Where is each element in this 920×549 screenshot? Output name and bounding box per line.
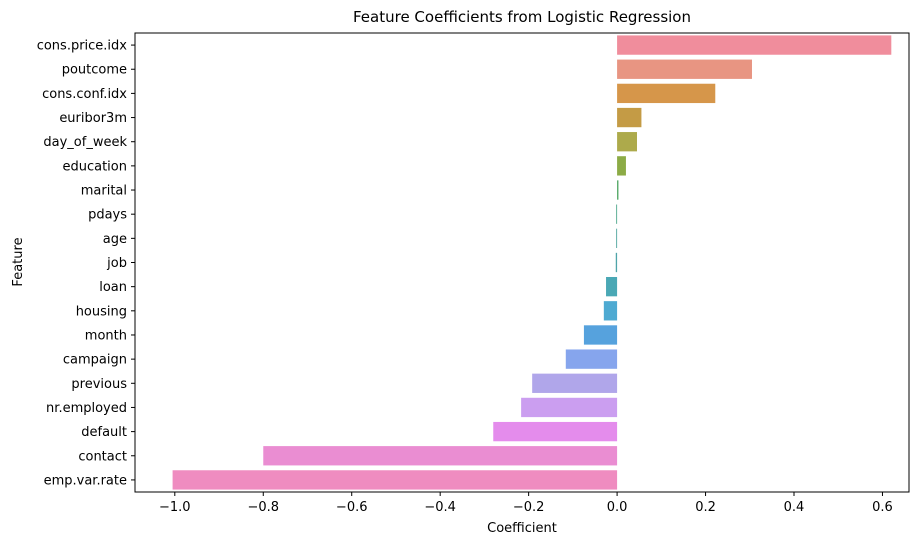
y-tick-label: campaign bbox=[63, 353, 127, 368]
bar-cons.price.idx bbox=[617, 35, 892, 55]
y-tick-label: education bbox=[62, 159, 127, 174]
x-tick-label: 0.6 bbox=[872, 500, 893, 515]
bar-previous bbox=[532, 373, 618, 393]
bar-housing bbox=[603, 301, 618, 321]
bar-month bbox=[583, 325, 618, 345]
bar-pdays bbox=[616, 204, 618, 224]
y-tick-label: previous bbox=[71, 377, 127, 392]
chart-title: Feature Coefficients from Logistic Regre… bbox=[353, 8, 691, 26]
bar-education bbox=[617, 156, 626, 176]
y-tick-group: cons.price.idx poutcome cons.conf.idx eurib… bbox=[37, 39, 135, 488]
y-tick-label: cons.conf.idx bbox=[42, 87, 127, 102]
y-tick-label: cons.price.idx bbox=[37, 39, 128, 54]
bar-default bbox=[493, 421, 618, 442]
bar-contact bbox=[263, 446, 618, 466]
x-tick-group: −1.0 −0.8 −0.6 −0.4 −0.2 0.0 0.2 0.4 0.6 bbox=[159, 492, 893, 515]
y-tick-label: default bbox=[81, 425, 127, 440]
bar-loan bbox=[606, 276, 618, 297]
y-tick-label: marital bbox=[81, 184, 127, 199]
y-tick-label: pdays bbox=[88, 208, 127, 223]
y-tick-label: month bbox=[85, 328, 127, 343]
y-tick-label: housing bbox=[76, 304, 127, 319]
bar-nr.employed bbox=[521, 397, 618, 418]
x-tick-label: −0.2 bbox=[513, 500, 545, 515]
x-tick-label: −1.0 bbox=[159, 500, 191, 515]
bar-job bbox=[615, 252, 618, 273]
y-tick-label: contact bbox=[78, 449, 127, 464]
bar-campaign bbox=[565, 349, 618, 369]
bars-group bbox=[172, 35, 892, 490]
y-tick-label: job bbox=[106, 256, 127, 271]
bar-cons.conf.idx bbox=[617, 83, 716, 104]
x-tick-label: 0.4 bbox=[784, 500, 805, 515]
x-axis-label: Coefficient bbox=[487, 521, 557, 536]
plot-frame bbox=[134, 32, 910, 493]
bar-poutcome bbox=[617, 59, 752, 79]
x-tick-label: 0.0 bbox=[607, 500, 628, 515]
x-tick-label: −0.4 bbox=[424, 500, 456, 515]
x-tick-label: −0.6 bbox=[336, 500, 368, 515]
y-tick-label: age bbox=[103, 232, 127, 247]
y-tick-label: poutcome bbox=[62, 63, 127, 78]
y-tick-label: emp.var.rate bbox=[44, 473, 127, 488]
bar-age bbox=[616, 228, 618, 249]
bar-marital bbox=[617, 180, 619, 200]
y-tick-label: euribor3m bbox=[59, 111, 127, 126]
y-tick-label: nr.employed bbox=[46, 401, 127, 416]
bar-euribor3m bbox=[617, 107, 642, 128]
bar-day_of_week bbox=[617, 132, 637, 152]
x-tick-label: 0.2 bbox=[695, 500, 716, 515]
bar-emp.var.rate bbox=[172, 470, 618, 490]
y-axis-label: Feature bbox=[11, 237, 26, 286]
x-tick-label: −0.8 bbox=[247, 500, 279, 515]
y-tick-label: day_of_week bbox=[43, 135, 127, 150]
y-tick-label: loan bbox=[99, 280, 127, 295]
